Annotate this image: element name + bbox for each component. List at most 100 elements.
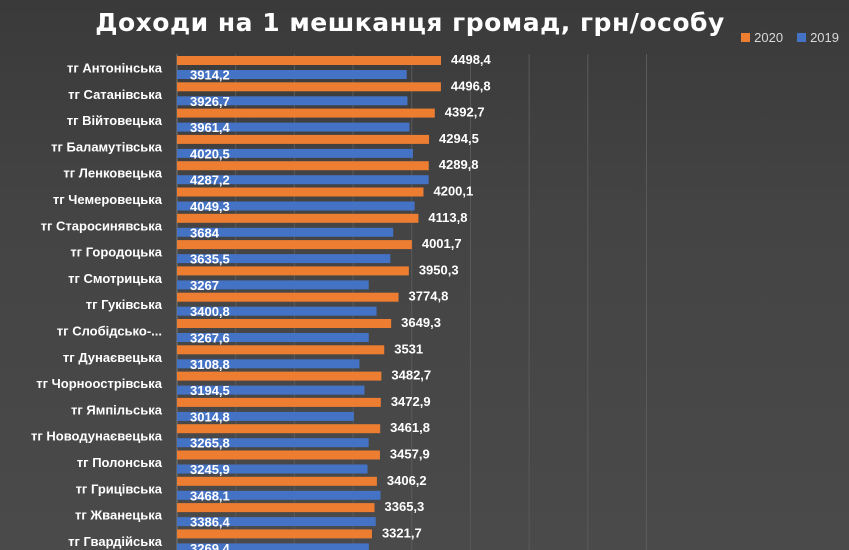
bar-2020 [177,397,381,407]
bar-2020 [177,345,385,355]
bar-2019 [177,490,381,500]
data-label-2019: 3635,5 [190,252,230,267]
category-label: тг Сатанівська [68,87,163,102]
category-label: тг Новодунаєвецька [31,429,163,444]
category-label: тг Війтовецька [67,113,163,128]
data-label-2019: 3468,1 [190,488,230,503]
bar-2019 [177,175,429,185]
data-label-2020: 4294,5 [439,131,479,146]
bar-2020 [177,82,441,92]
bar-2019 [177,438,369,448]
data-label-2019: 3684 [190,225,220,240]
bar-2019 [177,306,377,316]
bar-2019 [177,201,415,211]
legend-label-2019: 2019 [810,30,839,45]
data-label-2019: 3386,4 [190,515,231,530]
bar-2019 [177,411,354,421]
legend: 2020 2019 [741,30,839,45]
data-label-2019: 3267 [190,278,219,293]
data-label-2019: 3914,2 [190,68,230,83]
data-label-2020: 4498,4 [451,52,492,67]
bar-2020 [177,450,380,460]
bar-2019 [177,359,360,369]
data-label-2019: 3245,9 [190,462,230,477]
data-label-2019: 3269,4 [190,541,231,550]
data-label-2020: 4200,1 [433,184,473,199]
category-label: тг Жванецька [75,508,163,523]
bar-2019 [177,333,369,342]
bar-2019 [177,517,376,527]
data-label-2020: 4392,7 [445,105,485,120]
data-label-2020: 4113,8 [428,210,467,225]
bar-2020 [177,371,382,381]
bar-2019 [177,122,410,132]
bar-2020 [177,134,430,144]
data-label-2020: 4001,7 [422,236,462,251]
bar-2020 [177,266,409,276]
category-label: тг Баламутівська [51,139,163,154]
data-label-2020: 4496,8 [451,78,491,93]
bar-2019 [177,227,394,237]
data-label-2020: 3774,8 [409,289,449,304]
category-label: тг Старосинявська [41,218,163,233]
bar-2019 [177,385,365,395]
category-label: тг Дунаєвецька [63,350,163,365]
data-label-2019: 4287,2 [190,173,230,188]
data-label-2019: 3961,4 [190,120,231,135]
legend-label-2020: 2020 [754,30,784,45]
category-label: тг Антонінська [67,61,163,76]
data-label-2020: 3950,3 [419,262,459,277]
bar-2019 [177,280,369,290]
bar-2020 [177,476,377,486]
data-label-2019: 4020,5 [190,146,230,161]
bar-2020 [177,187,424,197]
data-label-2019: 4049,3 [190,199,230,214]
bar-2019 [177,543,369,550]
legend-item-2020: 2020 [741,30,783,45]
bar-2020 [177,240,412,250]
category-label: тг Городоцька [70,245,162,260]
category-label: тг Гуківська [86,297,163,312]
category-label: тг Смотрицька [68,271,163,286]
bar-2020 [177,56,441,65]
data-label-2020: 3482,7 [391,368,431,383]
category-label: тг Ямпільська [71,402,163,417]
category-label: тг Чемеровецька [53,192,163,207]
bar-2019 [177,70,407,79]
bar-2019 [177,464,368,474]
data-label-2020: 3461,8 [390,420,430,435]
data-label-2020: 4289,8 [439,157,479,172]
category-label: тг Полонська [77,455,163,470]
bar-2020 [177,213,419,223]
legend-item-2019: 2019 [797,30,839,45]
data-label-2019: 3014,8 [190,409,230,424]
data-label-2019: 3194,5 [190,383,230,398]
category-label: тг Ленковецька [63,166,162,181]
data-label-2020: 3649,3 [401,315,441,330]
data-label-2020: 3457,9 [390,447,430,462]
chart-title: Доходи на 1 мешканця громад, грн/особу [95,8,725,37]
bar-2019 [177,254,391,264]
bar-2019 [177,148,413,158]
bar-2019 [177,96,408,106]
bar-2020 [177,292,399,302]
data-label-2020: 3406,2 [387,473,427,488]
legend-swatch-2020 [741,33,751,42]
data-label-2019: 3265,8 [190,436,230,451]
bar-2020 [177,108,435,118]
data-label-2019: 3400,8 [190,304,230,319]
category-label: тг Слобідсько-... [57,324,162,339]
data-label-2020: 3365,3 [385,499,425,514]
bar-2020 [177,529,372,539]
legend-swatch-2019 [797,33,807,42]
category-label: тг Грицівська [76,481,163,496]
bar-2020 [177,161,429,171]
bar-2020 [177,503,375,513]
category-label: тг Чорноострівська [36,376,163,391]
bar-2020 [177,424,381,434]
data-label-2020: 3472,9 [391,394,431,409]
data-label-2019: 3267,6 [190,331,230,346]
data-label-2019: 3108,8 [190,357,230,372]
data-label-2020: 3321,7 [382,525,422,540]
